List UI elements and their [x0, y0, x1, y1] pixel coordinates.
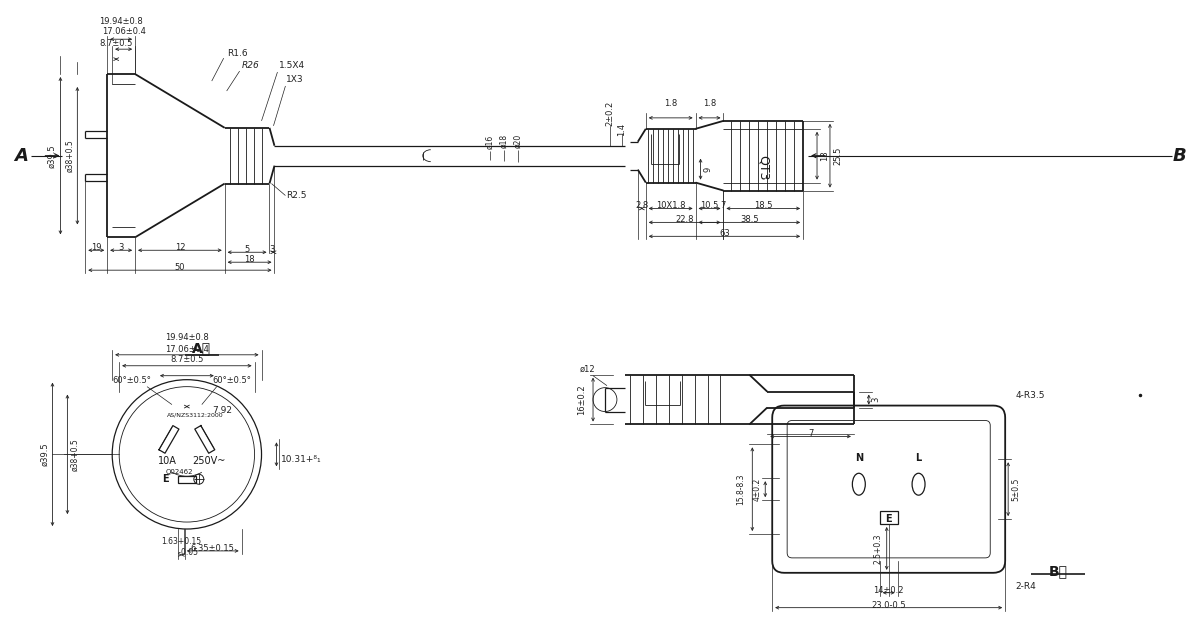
- Text: 6.35±0.15: 6.35±0.15: [191, 544, 235, 553]
- Text: 25.5: 25.5: [833, 147, 842, 165]
- Text: 1X3: 1X3: [287, 75, 304, 84]
- Text: 22.8: 22.8: [676, 215, 694, 224]
- Text: 8.7±0.5: 8.7±0.5: [100, 39, 133, 48]
- Text: 250V~: 250V~: [192, 456, 226, 466]
- Text: 10.31+⁸₁: 10.31+⁸₁: [282, 455, 322, 464]
- Text: 15.8-8.3: 15.8-8.3: [737, 474, 745, 505]
- Text: Q02462: Q02462: [166, 469, 193, 475]
- Text: L: L: [916, 453, 922, 463]
- Text: 63: 63: [719, 229, 730, 238]
- Text: 10A: 10A: [158, 456, 176, 466]
- Text: 7: 7: [721, 201, 726, 210]
- Text: ø20: ø20: [514, 134, 523, 148]
- Text: A: A: [13, 147, 28, 165]
- Text: B面: B面: [1049, 564, 1068, 578]
- Text: 3: 3: [119, 243, 124, 253]
- Text: 5±0.5: 5±0.5: [1012, 477, 1020, 501]
- Bar: [178, 476, 196, 483]
- Text: QT3: QT3: [757, 155, 769, 180]
- Text: 4-R3.5: 4-R3.5: [1015, 391, 1045, 400]
- Text: 18: 18: [820, 150, 829, 161]
- Text: N: N: [854, 453, 863, 463]
- Text: 18: 18: [245, 255, 254, 264]
- Text: R1.6: R1.6: [227, 49, 247, 58]
- Bar: [880, 511, 898, 524]
- Text: 8.7±0.5: 8.7±0.5: [170, 355, 204, 364]
- Text: 1.5X4: 1.5X4: [280, 61, 306, 70]
- Text: 1.8: 1.8: [664, 99, 677, 108]
- Text: 7: 7: [808, 430, 814, 438]
- Text: 2.5+0.3: 2.5+0.3: [874, 533, 883, 564]
- Text: 19: 19: [91, 243, 102, 253]
- Text: 1.4: 1.4: [618, 123, 626, 136]
- Text: R2.5: R2.5: [287, 191, 307, 199]
- Text: 2±0.2: 2±0.2: [606, 100, 614, 126]
- Text: 23.0-0.5: 23.0-0.5: [871, 600, 906, 610]
- Text: ø39.5: ø39.5: [41, 443, 49, 466]
- Text: ø18: ø18: [500, 134, 509, 149]
- Text: 19.94±0.8: 19.94±0.8: [100, 17, 143, 26]
- Text: 38.5: 38.5: [740, 215, 758, 224]
- Text: 10X1.8: 10X1.8: [656, 201, 685, 210]
- Text: 16±0.2: 16±0.2: [577, 384, 586, 415]
- Text: ø38+0.5: ø38+0.5: [71, 438, 79, 470]
- Text: 18.5: 18.5: [754, 201, 773, 210]
- Text: A面: A面: [192, 341, 211, 355]
- Text: 5: 5: [245, 245, 250, 254]
- Text: 17.06±0.4: 17.06±0.4: [102, 27, 145, 37]
- Text: AS/NZS3112:2000: AS/NZS3112:2000: [167, 412, 223, 418]
- Text: ø16: ø16: [486, 135, 494, 149]
- Text: 12: 12: [175, 243, 185, 253]
- Text: E: E: [886, 514, 892, 524]
- Text: 19.94±0.8: 19.94±0.8: [164, 333, 209, 342]
- Text: 17.06±0.4: 17.06±0.4: [164, 345, 209, 354]
- Text: 3: 3: [871, 397, 881, 402]
- Text: 60°±0.5°: 60°±0.5°: [113, 376, 151, 384]
- Text: 2.8: 2.8: [635, 201, 648, 210]
- Text: 4±0.2: 4±0.2: [752, 478, 761, 501]
- Text: E: E: [162, 474, 168, 484]
- Text: ø38+0.5: ø38+0.5: [66, 139, 74, 172]
- Text: 1.8: 1.8: [703, 99, 716, 108]
- Text: 50: 50: [175, 263, 185, 272]
- Text: 60°±0.5°: 60°±0.5°: [212, 376, 251, 384]
- Text: 14±0.2: 14±0.2: [874, 586, 904, 595]
- Text: 2-R4: 2-R4: [1015, 582, 1036, 591]
- Text: ø12: ø12: [580, 365, 595, 374]
- Text: 3: 3: [269, 245, 275, 254]
- Text: 10.5: 10.5: [701, 201, 719, 210]
- Text: 1.63+0.15
      -0.05: 1.63+0.15 -0.05: [161, 537, 202, 557]
- Text: 7.92: 7.92: [211, 405, 232, 415]
- Text: 9: 9: [703, 167, 713, 171]
- Text: R26: R26: [241, 61, 259, 70]
- Text: B: B: [1172, 147, 1187, 165]
- Text: ø39.5: ø39.5: [48, 144, 56, 168]
